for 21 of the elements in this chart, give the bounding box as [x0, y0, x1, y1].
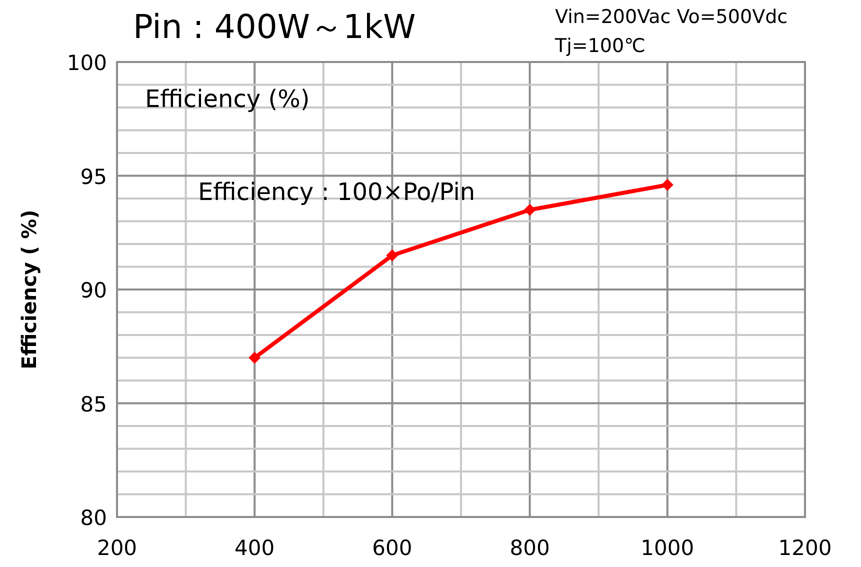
x-tick-label: 600 — [372, 536, 412, 560]
y-axis-title: Efficiency ( %) — [17, 210, 41, 370]
x-tick-label: 1200 — [778, 536, 832, 560]
y-tick-label: 80 — [80, 506, 107, 530]
point — [248, 352, 261, 364]
text: Vin=200Vac Vo=500Vdc — [555, 6, 788, 28]
y-tick-label: 100 — [66, 51, 107, 75]
x-tick-label: 800 — [510, 536, 550, 560]
x-tick-label: 1000 — [640, 536, 694, 560]
x-tick-label: 200 — [96, 536, 138, 560]
annotation: Efficiency : 100×Po/Pin — [198, 178, 476, 206]
annotation: Efficiency (%) — [145, 85, 310, 113]
x-tick-label: 400 — [234, 536, 275, 560]
text: Tj=100℃ — [554, 35, 646, 57]
point — [386, 249, 398, 262]
y-tick-label: 90 — [80, 278, 107, 302]
y-tick-label: 85 — [80, 392, 107, 416]
chart-title: Pin : 400W～1kW — [133, 7, 416, 46]
y-tick-label: 95 — [80, 164, 107, 189]
point — [661, 178, 674, 191]
point — [524, 204, 536, 216]
